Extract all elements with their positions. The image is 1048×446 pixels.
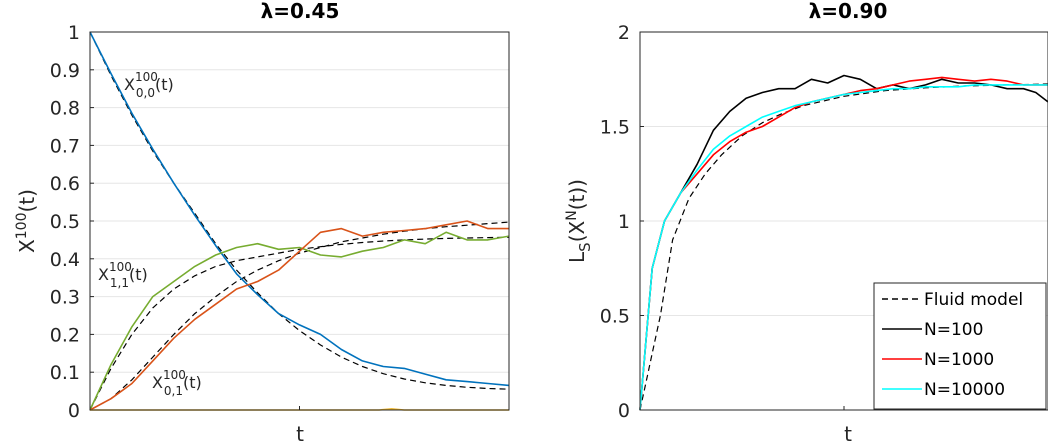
series-annotation: X100 0,1(t) [152,368,202,398]
series-annotation: X100 1,1(t) [98,260,148,290]
right-y-axis-label: LS(XN(t)) [564,179,594,263]
right-series-n-10000 [639,84,1048,411]
right-ytick-label: 0.5 [600,306,630,328]
legend-label: N=10000 [924,380,1005,400]
left-series-group [89,31,510,411]
right-ytick-label: 1.5 [600,117,630,139]
left-series-3 [89,31,510,387]
left-ytick-label: 0.8 [50,98,80,120]
right-ytick-label: 2 [618,22,630,44]
left-ytick-label: 0.4 [50,249,80,271]
left-ytick-label: 1 [68,22,80,44]
left-ytick-label: 0 [68,400,80,422]
legend-label: Fluid model [924,290,1023,310]
legend-box [873,282,1047,410]
left-series-2 [89,221,510,411]
left-y-axis-label: X100(t) [14,189,39,253]
left-chart-title: λ=0.45 [261,0,340,23]
left-yticks: 0 0.1 0.2 0.3 0.4 0.5 0.6 0.7 0.8 0.9 1 [50,22,300,422]
right-x-axis-label: t [844,422,852,446]
left-ytick-label: 0.5 [50,211,80,233]
legend-label: N=100 [924,320,983,340]
legend-label: N=1000 [924,350,994,370]
left-ytick-label: 0.2 [50,324,80,346]
right-legend: Fluid model N=100 N=1000 N=10000 [873,282,1047,410]
right-ytick-label: 1 [618,211,630,233]
left-ytick-label: 0.3 [50,287,80,309]
left-ytick-label: 0.7 [50,135,80,157]
right-series-fluid-model [639,83,1048,411]
left-annotations: X100 0,0(t) X100 1,1(t) X100 0,1(t) [98,70,202,398]
right-series-group [639,74,1048,411]
left-x-axis-label: t [296,422,304,446]
right-chart-title: λ=0.90 [809,0,888,23]
left-ytick-label: 0.9 [50,60,80,82]
right-yticks: 0 0.5 1 1.5 2 [600,22,845,422]
left-series-4 [89,231,510,411]
left-ytick-label: 0.6 [50,173,80,195]
right-chart: 0 0.5 1 1.5 2 λ=0.90 t LS(XN(t)) Fluid model… [564,0,1048,446]
left-series-1 [89,236,510,411]
series-annotation: X100 0,0(t) [124,70,174,100]
right-ytick-label: 0 [618,400,630,422]
left-ytick-label: 0.1 [50,362,80,384]
left-series-5 [89,220,509,411]
left-chart: 0 0.1 0.2 0.3 0.4 0.5 0.6 0.7 0.8 0.9 1 λ=0.45 t X… [14,0,510,446]
